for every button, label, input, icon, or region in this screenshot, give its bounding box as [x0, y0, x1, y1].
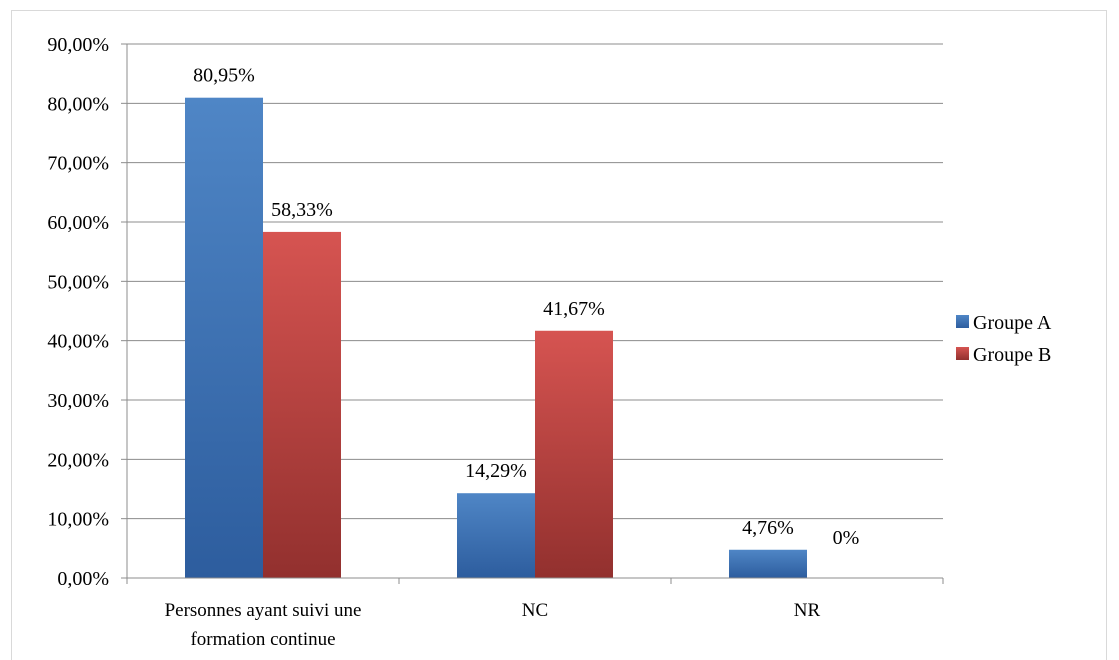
x-category-label-line: NC — [522, 600, 548, 621]
x-category-label-line: Personnes ayant suivi une — [165, 600, 362, 621]
x-category-label: Personnes ayant suivi une formation conti… — [165, 600, 362, 650]
legend-label: Groupe A — [973, 312, 1052, 334]
data-labels: 80,95% 14,29% 4,76% 58,33% 41,67% 0% — [193, 65, 859, 549]
y-tick-label: 80,00% — [47, 93, 109, 115]
data-label: 58,33% — [271, 199, 333, 221]
data-label: 4,76% — [742, 517, 794, 539]
legend-label: Groupe B — [973, 344, 1051, 366]
x-axis: Personnes ayant suivi une formation conti… — [126, 577, 944, 650]
y-tick-label: 50,00% — [47, 271, 109, 293]
y-tick-label: 10,00% — [47, 509, 109, 531]
x-category-label: NC — [522, 600, 548, 621]
legend-swatch — [956, 315, 969, 328]
y-tick-label: 60,00% — [47, 212, 109, 234]
y-tick-label: 70,00% — [47, 153, 109, 175]
legend: Groupe A Groupe B — [956, 312, 1052, 366]
bar-groupe-b — [535, 330, 613, 578]
legend-swatch — [956, 347, 969, 360]
y-tick-label: 90,00% — [47, 34, 109, 56]
y-tick-label: 0,00% — [57, 568, 109, 590]
bar-groupe-a — [185, 97, 263, 579]
data-label: 41,67% — [543, 298, 605, 320]
data-label: 14,29% — [465, 460, 527, 482]
y-tick-label: 30,00% — [47, 390, 109, 412]
data-label: 80,95% — [193, 65, 255, 87]
chart-frame — [11, 10, 1107, 660]
x-category-label-line: formation continue — [190, 629, 335, 650]
y-axis: 0,00% 10,00% 20,00% 30,00% 40,00% 50,00% 60,00… — [47, 34, 128, 590]
y-tick-label: 40,00% — [47, 331, 109, 353]
bar-groupe-a — [457, 493, 535, 578]
data-label: 0% — [833, 527, 860, 549]
bar-groupe-b — [263, 231, 341, 578]
y-tick-label: 20,00% — [47, 449, 109, 471]
bars — [185, 97, 807, 579]
x-category-label-line: NR — [794, 600, 821, 621]
x-category-label: NR — [794, 600, 821, 621]
bar-groupe-a — [729, 549, 807, 578]
